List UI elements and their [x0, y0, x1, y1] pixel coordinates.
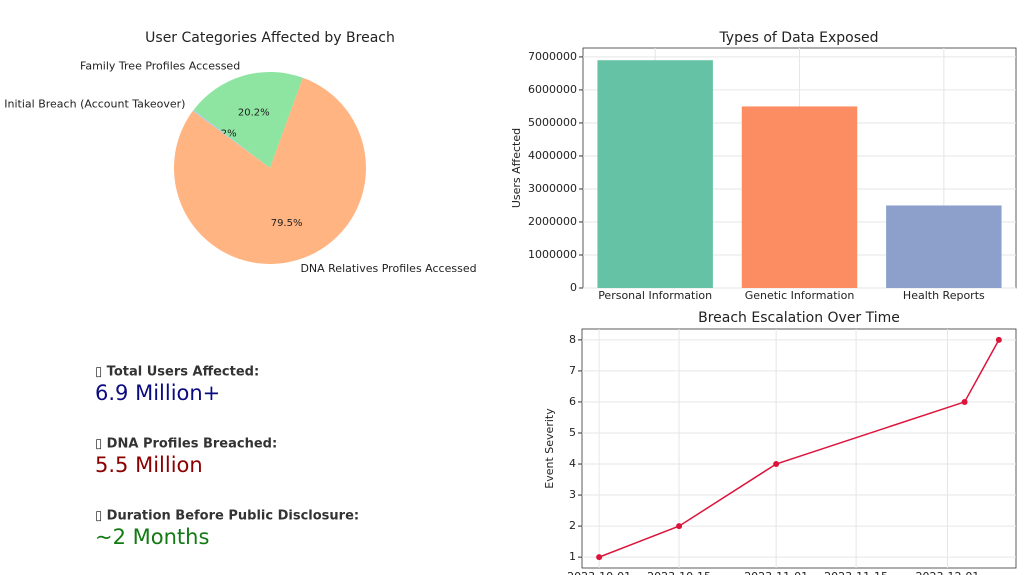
y-tick-label: 7000000: [528, 50, 577, 63]
stat-value: 6.9 Million+: [95, 381, 220, 405]
bar: [597, 60, 713, 288]
bar: [886, 205, 1002, 288]
x-tick-label: Personal Information: [598, 289, 712, 302]
x-tick-label: Genetic Information: [745, 289, 855, 302]
y-axis-label: Users Affected: [510, 128, 523, 208]
slice-value: 79.5%: [271, 218, 303, 229]
pie-slice: [193, 72, 303, 168]
pie-slice: [192, 109, 270, 168]
stat-label: ▯ Total Users Affected:: [95, 365, 259, 380]
point: [773, 461, 780, 468]
y-tick-label: 2: [569, 519, 576, 532]
bar: [741, 106, 858, 288]
y-tick-label: 0: [570, 281, 577, 294]
line: [598, 339, 1000, 558]
y-axis-label: Event Severity: [543, 408, 556, 489]
y-tick-label: 5000000: [528, 116, 577, 129]
y-tick-label: 7: [569, 364, 576, 377]
stat-label: ▯ DNA Profiles Breached:: [95, 437, 277, 452]
y-tick-label: 5: [569, 426, 576, 439]
chart-title: User Categories Affected by Breach: [145, 30, 395, 46]
x-tick-label: Health Reports: [903, 289, 985, 302]
plot-frame: [581, 328, 1017, 569]
y-tick-label: 8: [569, 333, 576, 346]
y-tick-label: 2000000: [528, 215, 577, 228]
y-tick-label: 4000000: [528, 149, 577, 162]
point: [961, 398, 968, 405]
chart-title: Types of Data Exposed: [718, 30, 878, 46]
x-tick-label: 2023-10-15: [647, 570, 711, 575]
y-tick-label: 4: [569, 457, 576, 470]
chart-title: Breach Escalation Over Time: [698, 310, 900, 326]
x-tick-label: 2023-11-15: [824, 570, 888, 575]
slice-label: Initial Breach (Account Takeover): [4, 98, 185, 111]
point: [676, 523, 683, 530]
y-tick-label: 6000000: [528, 83, 577, 96]
y-tick-label: 1000000: [528, 248, 577, 261]
slice-label: DNA Relatives Profiles Accessed: [300, 262, 476, 275]
y-tick-label: 1: [569, 550, 576, 563]
stat-label: ▯ Duration Before Public Disclosure:: [95, 509, 359, 524]
point: [596, 554, 603, 561]
slice-value: 20.2%: [238, 108, 270, 119]
x-tick-label: 2023-12-01: [916, 570, 980, 575]
x-tick-label: 2023-10-01: [567, 570, 631, 575]
y-tick-label: 3: [569, 488, 576, 501]
point: [995, 336, 1002, 343]
x-tick-label: 2023-11-01: [744, 570, 808, 575]
slice-label: Family Tree Profiles Accessed: [80, 60, 240, 73]
stat-value: ~2 Months: [95, 525, 209, 549]
pie-slice: [174, 77, 367, 264]
y-tick-label: 6: [569, 395, 576, 408]
stat-value: 5.5 Million: [95, 453, 203, 477]
y-tick-label: 3000000: [528, 182, 577, 195]
